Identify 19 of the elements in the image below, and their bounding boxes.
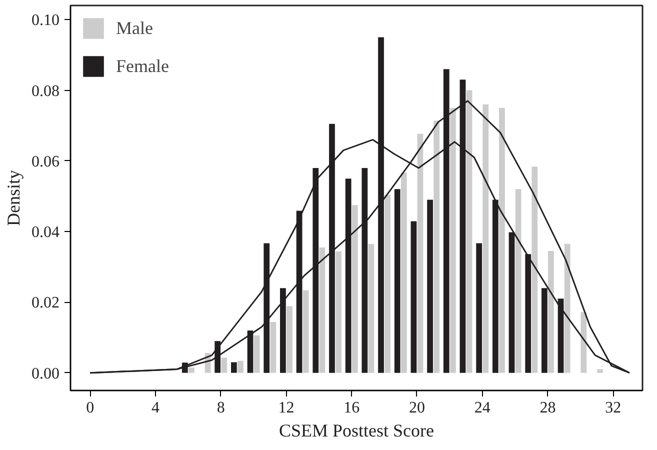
legend-label: Female bbox=[116, 56, 169, 76]
y-tick-label: 0.10 bbox=[32, 12, 60, 30]
x-tick-label: 20 bbox=[408, 400, 425, 416]
y-tick-label: 0.00 bbox=[32, 365, 60, 382]
x-tick-label: 16 bbox=[344, 400, 360, 416]
y-tick-label: 0.02 bbox=[32, 294, 60, 312]
y-tick-label: 0.06 bbox=[32, 153, 60, 170]
x-axis-title: CSEM Posttest Score bbox=[278, 420, 434, 440]
x-tick-label: 0 bbox=[86, 400, 94, 416]
legend-label: Male bbox=[116, 18, 153, 38]
x-tick-label: 32 bbox=[605, 400, 622, 416]
x-tick-label: 24 bbox=[474, 400, 490, 416]
x-tick-label: 4 bbox=[151, 400, 160, 416]
y-tick-label: 0.08 bbox=[32, 82, 60, 100]
x-tick-label: 28 bbox=[540, 400, 556, 416]
x-tick-label: 8 bbox=[216, 400, 225, 416]
y-axis-title: Density bbox=[4, 170, 24, 226]
y-tick-label: 0.04 bbox=[32, 224, 60, 242]
x-tick-label: 12 bbox=[278, 400, 294, 416]
